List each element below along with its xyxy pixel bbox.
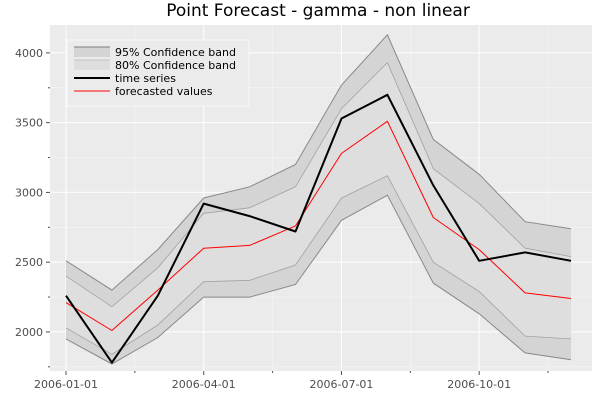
legend-label: 95% Confidence band [115, 46, 236, 59]
y-tick-label: 2000 [15, 326, 43, 339]
forecast-line [65, 120, 572, 331]
legend-swatch-band [74, 47, 110, 57]
axes: 2000 2500 3000 3500 4000 2006-01-01 2006-04-01… [15, 47, 549, 391]
y-tick-label: 3500 [15, 117, 43, 130]
confidence-bands [65, 33, 572, 365]
band-95-upper-edge [65, 33, 572, 291]
legend-swatch-band [74, 60, 110, 70]
band-80-lower-edge [65, 175, 572, 355]
series-lines [65, 93, 572, 364]
legend-label: 80% Confidence band [115, 59, 236, 72]
band-80-upper-edge [65, 62, 572, 308]
x-tick-label: 2006-04-01 [172, 378, 236, 391]
legend-label: time series [115, 72, 176, 85]
time-series-line [65, 93, 572, 364]
x-tick-label: 2006-01-01 [34, 378, 98, 391]
band-95-lower-edge [65, 194, 572, 365]
y-tick-label: 4000 [15, 47, 43, 60]
x-tick-label: 2006-10-01 [447, 378, 511, 391]
y-tick-label: 3000 [15, 186, 43, 199]
x-tick-label: 2006-07-01 [309, 378, 373, 391]
band-80-area [66, 62, 571, 355]
chart-title: Point Forecast - gamma - non linear [166, 1, 470, 21]
legend-label: forecasted values [115, 85, 213, 98]
y-tick-label: 2500 [15, 256, 43, 269]
